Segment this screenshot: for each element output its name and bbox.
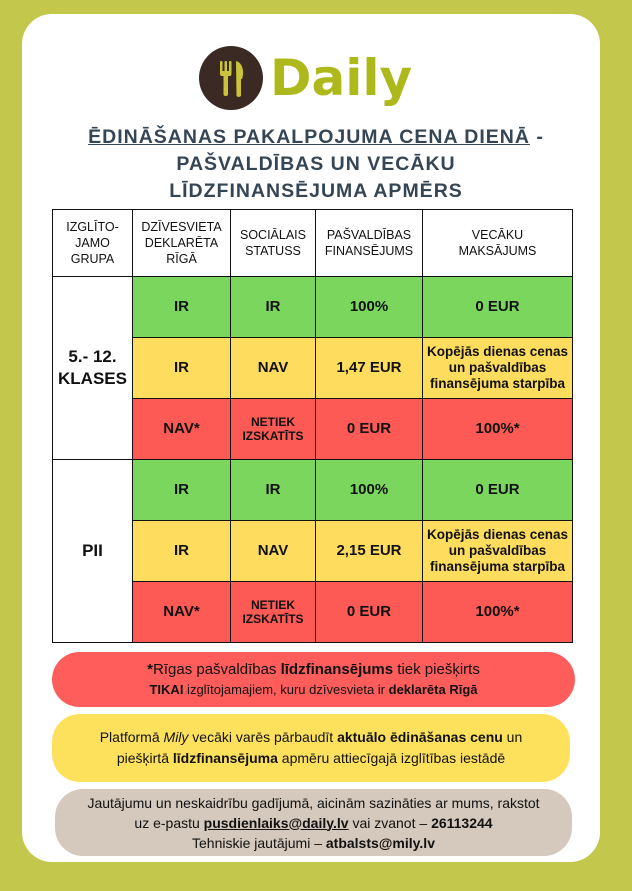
title: ĒDINĀŠANAS PAKALPOJUMA CENA DIENĀ - PAŠV…	[0, 124, 632, 205]
note-line: Tehniskie jautājumi – atbalsts@mily.lv	[55, 833, 572, 853]
table-row: PII IR IR 100% 0 EUR	[52, 459, 573, 643]
title-line: ĒDINĀŠANAS PAKALPOJUMA CENA DIENĀ	[88, 126, 530, 148]
table-row: 5.- 12. KLASES IR IR 100% 0 EUR	[52, 276, 573, 460]
table-cell: IR	[230, 276, 316, 338]
text: tiek piešķirts	[393, 660, 480, 678]
group-cell: 5.- 12. KLASES	[52, 276, 133, 460]
table-cell: 100%	[315, 459, 423, 521]
table-cell: NAV*	[132, 398, 231, 460]
note-line: Jautājumu un neskaidrību gadījumā, aicin…	[55, 793, 572, 813]
price-table: IZGLĪTO- JAMO GRUPA DZĪVESVIETA DEKLARĒTA…	[52, 209, 573, 643]
brand: Daily	[270, 49, 413, 107]
header-cell: PAŠVALDĪBAS FINANSĒJUMS	[315, 209, 423, 277]
table-cell: NAV	[230, 520, 316, 582]
table-cell: Kopējās dienas cenas un pašvaldības fina…	[422, 337, 573, 399]
text: piešķirtā	[116, 750, 173, 766]
table-row: NAV* NETIEK IZSKATĪTS 0 EUR 100%*	[53, 398, 573, 460]
header-cell: SOCIĀLAIS STATUSS	[230, 209, 316, 277]
note: Platformā Mily vecāki varēs pārbaudīt ak…	[52, 714, 570, 782]
table-cell: IR	[132, 337, 231, 399]
note: *Rīgas pašvaldības līdzfinansējums tiek …	[52, 652, 575, 707]
table-cell: 100%*	[422, 398, 573, 460]
note-line: TIKAI izglītojamajiem, kuru dzīvesvieta …	[52, 680, 575, 700]
text: izglītojamajiem, kuru dzīvesvieta ir	[183, 681, 389, 697]
text: Mily	[163, 729, 189, 745]
note: Jautājumu un neskaidrību gadījumā, aicin…	[55, 789, 572, 856]
text: aktuālo ēdināšanas cenu	[337, 729, 503, 745]
table-cell: IR	[132, 276, 231, 338]
table-cell: IR	[132, 520, 231, 582]
note-line: uz e-pastu pusdienlaiks@daily.lv vai zva…	[55, 813, 572, 833]
table-cell: 0 EUR	[422, 276, 573, 338]
table-cell: 0 EUR	[422, 459, 573, 521]
header-row: IZGLĪTO- JAMO GRUPA DZĪVESVIETA DEKLARĒTA…	[52, 209, 573, 277]
table-row: IR NAV 2,15 EUR Kopējās dienas cenas un paš…	[53, 520, 573, 582]
text: deklarēta Rīgā	[388, 681, 478, 697]
table-cell: 1,47 EUR	[315, 337, 423, 399]
text: *	[147, 660, 154, 678]
header-cell: IZGLĪTO- JAMO GRUPA	[52, 209, 133, 277]
header-cell: VECĀKU MAKSĀJUMS	[422, 209, 573, 277]
text: uz e-pastu	[134, 814, 204, 831]
table-cell: IR	[230, 459, 316, 521]
title-line: LĪDZFINANSĒJUMA APMĒRS	[169, 180, 463, 202]
table-row: IR NAV 1,47 EUR Kopējās dienas cenas un paš…	[53, 337, 573, 399]
text: Rīgas pašvaldības	[153, 660, 281, 678]
email-link[interactable]: pusdienlaiks@daily.lv	[203, 814, 349, 831]
text: līdzfinansējuma	[172, 750, 278, 766]
table-cell: NAV*	[132, 581, 231, 643]
table-cell: 2,15 EUR	[315, 520, 423, 582]
table-cell: 100%*	[422, 581, 573, 643]
text: vecāki varēs pārbaudīt	[188, 729, 338, 745]
phone: 26113244	[431, 814, 493, 831]
table-cell: 0 EUR	[315, 398, 423, 460]
note-line: Platformā Mily vecāki varēs pārbaudīt ak…	[52, 727, 570, 748]
text: vai zvanot –	[348, 814, 432, 831]
group-cell: PII	[52, 459, 133, 643]
table-cell: 0 EUR	[315, 581, 423, 643]
text: apmēru attiecīgajā izglītības iestādē	[277, 750, 506, 766]
logo: Daily	[198, 45, 412, 111]
text: un	[502, 729, 523, 745]
table-cell: 100%	[315, 276, 423, 338]
table-cell: NETIEK IZSKATĪTS	[230, 581, 316, 643]
note-line: *Rīgas pašvaldības līdzfinansējums tiek …	[52, 660, 575, 680]
table-cell: NAV	[230, 337, 316, 399]
table-body: IZGLĪTO- JAMO GRUPA DZĪVESVIETA DEKLARĒTA…	[52, 209, 573, 643]
logo-icon	[199, 46, 263, 110]
note-line: piešķirtā līdzfinansējuma apmēru attiecī…	[52, 748, 570, 769]
email: atbalsts@mily.lv	[325, 834, 435, 851]
table-cell: Kopējās dienas cenas un pašvaldības fina…	[422, 520, 573, 582]
table-cell: IR	[132, 459, 231, 521]
text: līdzfinansējums	[280, 660, 394, 678]
text: Tehniskie jautājumi –	[192, 834, 326, 851]
text: Platformā	[99, 729, 164, 745]
title-line: PAŠVALDĪBAS UN VECĀKU	[176, 153, 456, 175]
title-line: -	[529, 126, 544, 148]
text: TIKAI	[149, 681, 184, 697]
header-cell: DZĪVESVIETA DEKLARĒTA RĪGĀ	[132, 209, 231, 277]
text: Jautājumu un neskaidrību gadījumā, aicin…	[87, 794, 540, 811]
table-row: NAV* NETIEK IZSKATĪTS 0 EUR 100%*	[53, 581, 573, 643]
table-cell: NETIEK IZSKATĪTS	[230, 398, 316, 460]
